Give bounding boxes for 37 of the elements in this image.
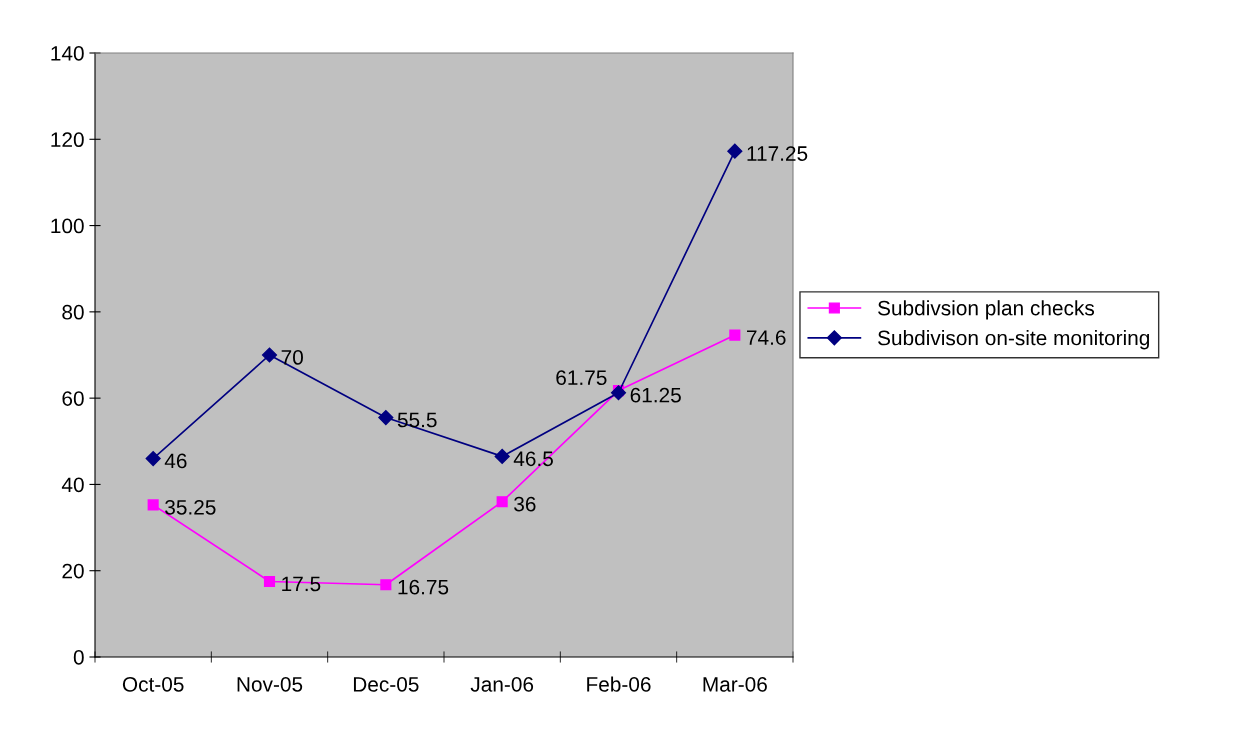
data-label: 61.25 — [630, 387, 681, 403]
y-tick-label: 100 — [51, 218, 84, 234]
y-tick-label: 40 — [61, 477, 84, 493]
x-tick-label: Nov-05 — [237, 676, 303, 692]
data-label: 55.5 — [397, 412, 437, 428]
data-label: 46 — [164, 453, 187, 469]
x-tick-label: Mar-06 — [703, 676, 767, 692]
data-label: 74.6 — [747, 330, 786, 345]
point — [147, 499, 159, 511]
y-tick-label: 60 — [62, 391, 84, 406]
legend-label: Subdivsion plan checks — [878, 300, 1095, 320]
point — [145, 450, 161, 467]
x-tick-label: Jan-06 — [470, 676, 534, 692]
y-tick-label: 0 — [73, 650, 84, 665]
data-label: 61.75 — [556, 370, 607, 386]
data-label: 35.25 — [165, 499, 216, 515]
data-label: 117.25 — [747, 146, 808, 161]
data-label: 70 — [281, 350, 303, 365]
y-tick-label: 20 — [62, 563, 84, 579]
point — [378, 409, 394, 426]
x-tick-label: Dec-05 — [353, 676, 419, 692]
point — [494, 448, 510, 464]
point — [610, 385, 627, 401]
y-tick-label: 140 — [51, 46, 84, 61]
data-label: 36 — [514, 496, 536, 512]
point — [729, 329, 741, 341]
data-label: 16.75 — [398, 579, 449, 595]
point — [263, 575, 276, 588]
y-tick-label: 120 — [51, 132, 84, 148]
point — [380, 579, 392, 591]
x-tick-label: Oct-05 — [122, 676, 184, 692]
x-tick-label: Feb-06 — [587, 676, 651, 692]
y-tick-label: 80 — [62, 304, 84, 320]
point — [261, 347, 278, 363]
point — [496, 496, 508, 508]
point — [727, 143, 743, 159]
legend-label: Subdivison on-site monitoring — [878, 330, 1150, 350]
